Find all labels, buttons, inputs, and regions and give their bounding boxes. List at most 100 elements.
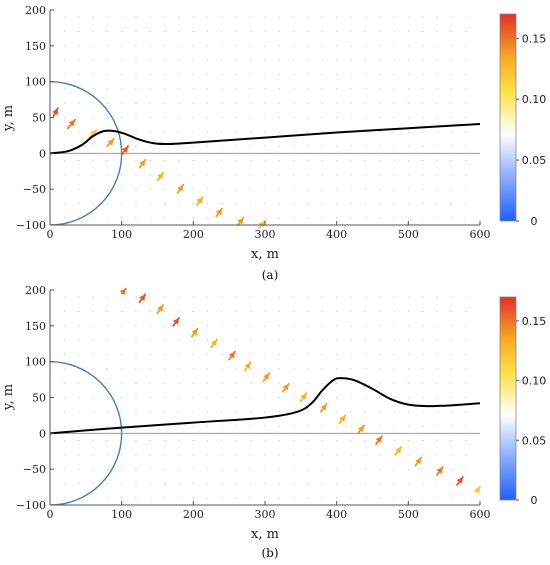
field-dot [63,296,65,298]
field-dot [350,396,352,399]
field-arrow [236,216,245,226]
field-dot [278,339,280,341]
field-dot [364,102,366,104]
field-dot [436,45,438,47]
field-dot [393,425,395,427]
field-dot [422,454,424,456]
field-dot [465,131,467,133]
field-dot [92,116,94,119]
field-dot [92,145,94,147]
field-dot [78,202,80,205]
field-dot [178,439,180,442]
field-arrow [106,138,115,148]
field-dot [264,102,266,104]
field-dot [221,202,223,205]
field-dot [422,202,424,205]
field-dot [450,482,452,485]
field-dot [221,116,223,119]
x-tick-label: 100 [111,508,132,521]
y-tick-label: 50 [32,112,46,125]
field-arrow [474,485,481,494]
field-dot [307,296,309,298]
field-dot [379,30,381,33]
field-dot [465,116,467,119]
field-dot [336,411,338,413]
field-dot [192,145,194,147]
field-dot [264,159,266,162]
field-dot [92,59,94,61]
field-dot [293,310,295,313]
field-dot [164,159,166,162]
field-dot [106,174,108,176]
panel-a-xlabel: x, m [251,247,279,262]
field-dot [235,73,237,76]
field-dot [164,454,166,456]
field-dot [135,202,137,205]
field-dot [336,88,338,90]
field-dot [278,131,280,133]
field-dot [350,425,352,427]
field-arrow [156,171,165,182]
field-dot [450,296,452,298]
field-dot [78,45,80,47]
field-dot [407,310,409,313]
field-dot [422,439,424,442]
field-dot [207,202,209,205]
field-dot [422,382,424,384]
field-dot [278,396,280,399]
field-dot [207,45,209,47]
field-dot [164,45,166,47]
field-dot [293,468,295,470]
field-dot [364,116,366,119]
field-dot [192,411,194,413]
field-dot [178,411,180,413]
field-arrow [228,350,236,361]
field-dot [221,454,223,456]
field-dot [221,174,223,176]
field-dot [207,296,209,298]
field-dot [235,454,237,456]
field-dot [336,30,338,33]
field-dot [106,468,108,470]
y-tick-label: 0 [39,147,46,160]
field-dot [422,497,424,499]
field-dot [293,497,295,499]
field-dot [336,339,338,341]
field-dot [407,411,409,413]
field-dot [192,217,194,219]
field-dot [307,396,309,399]
field-dot [393,59,395,61]
field-dot [321,339,323,341]
field-dot [178,88,180,90]
field-dot [149,382,151,384]
field-dot [149,339,151,341]
field-dot [178,339,180,341]
field-dot [264,174,266,176]
field-dot [393,102,395,104]
field-dot [149,396,151,399]
field-dot [178,425,180,427]
field-dot [149,145,151,147]
field-dot [135,30,137,33]
field-dot [207,188,209,190]
field-dot [307,16,309,18]
field-dot [379,382,381,384]
field-dot [192,188,194,190]
panel-b-label: (b) [261,546,278,560]
field-dot [221,382,223,384]
field-dot [465,339,467,341]
field-dot [207,116,209,119]
field-dot [250,454,252,456]
field-dot [336,425,338,427]
field-dot [221,59,223,61]
field-dot [307,353,309,356]
field-dot [63,45,65,47]
field-dot [135,217,137,219]
field-dot [250,468,252,470]
field-dot [250,159,252,162]
field-dot [135,102,137,104]
field-dot [192,59,194,61]
field-dot [250,102,252,104]
field-dot [436,439,438,442]
field-dot [450,382,452,384]
